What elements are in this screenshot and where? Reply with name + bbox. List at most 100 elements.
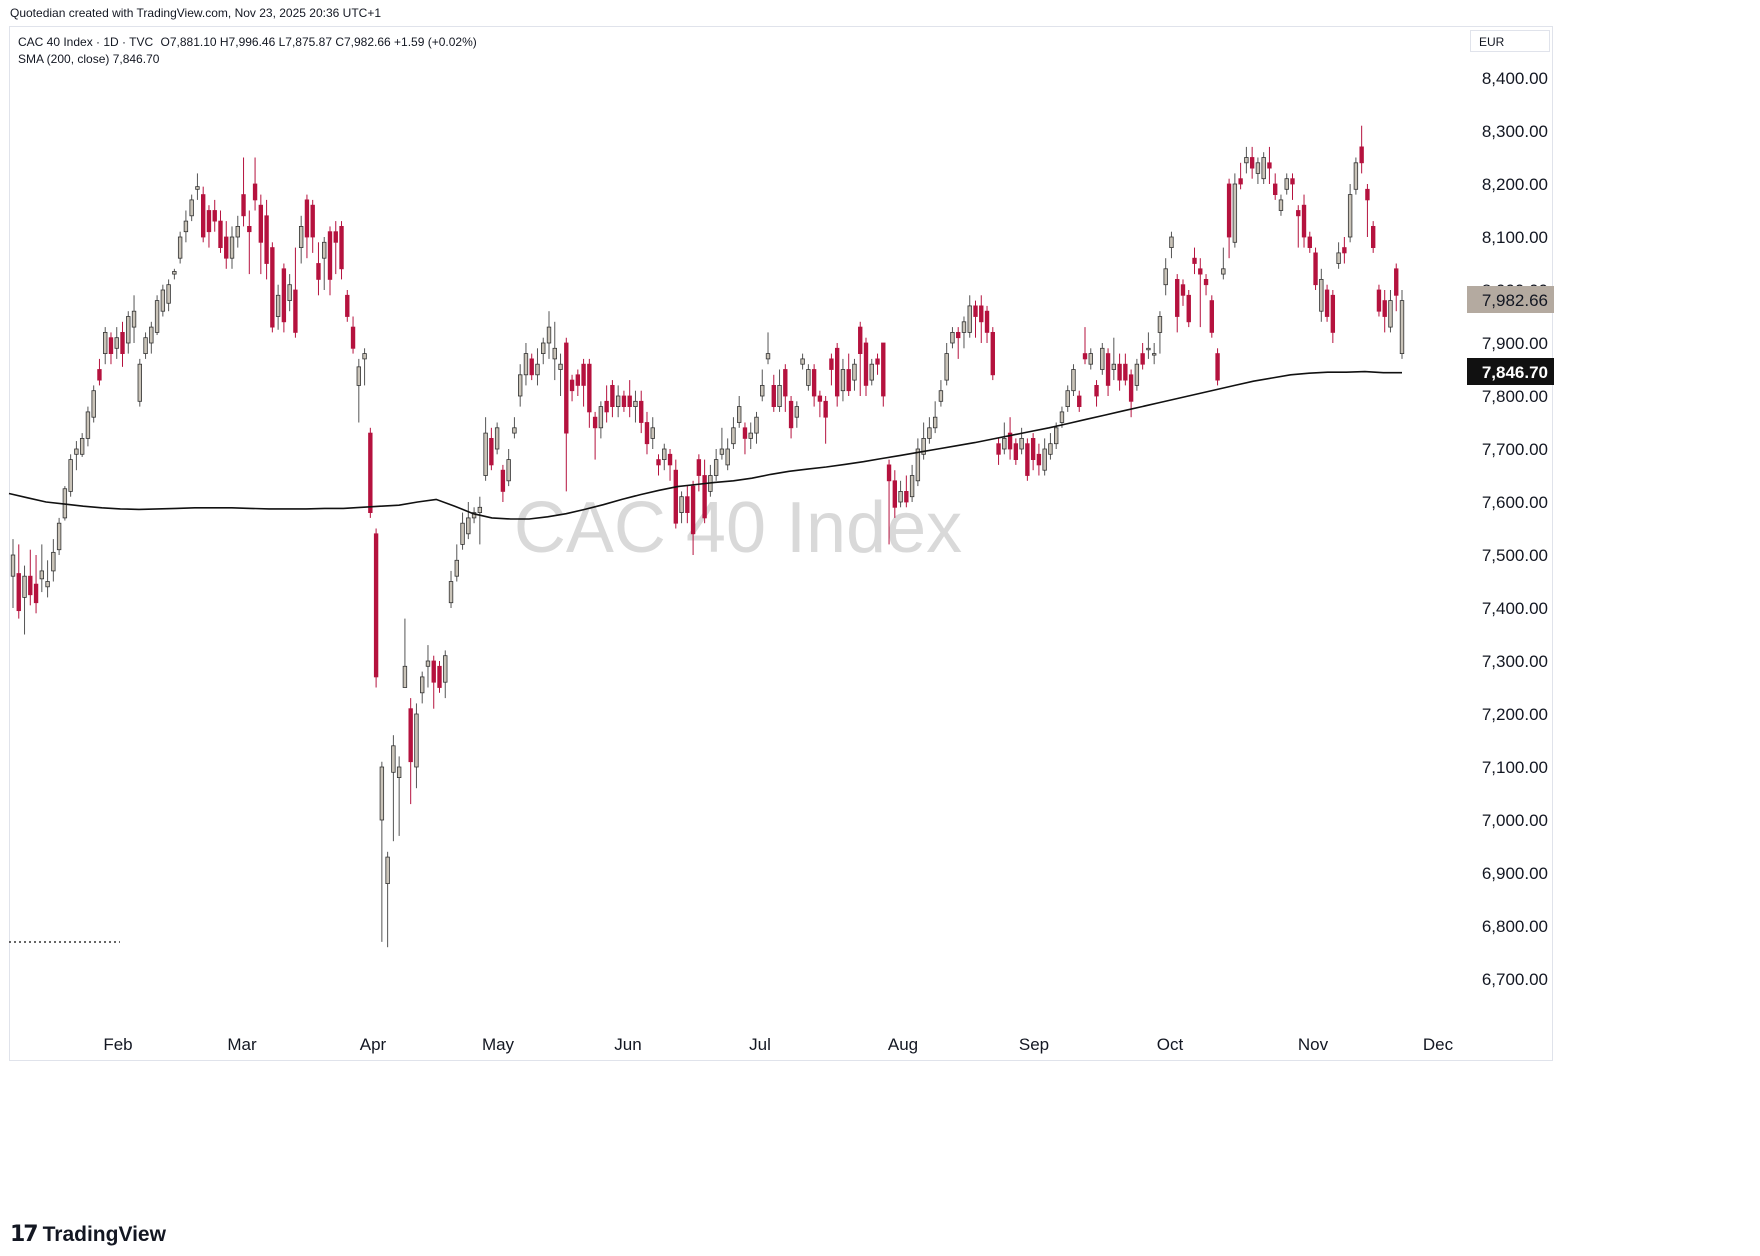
candle[interactable] xyxy=(264,199,269,280)
candle[interactable] xyxy=(79,433,85,457)
candle[interactable] xyxy=(777,369,782,412)
candle[interactable] xyxy=(431,655,436,709)
candle[interactable] xyxy=(731,417,736,449)
candle[interactable] xyxy=(1267,146,1272,184)
candle[interactable] xyxy=(420,671,425,704)
candle[interactable] xyxy=(1140,343,1145,370)
candle[interactable] xyxy=(512,417,517,439)
candle[interactable] xyxy=(558,353,563,396)
candle[interactable] xyxy=(904,475,909,508)
candle[interactable] xyxy=(506,449,511,487)
candle[interactable] xyxy=(892,470,897,518)
candle[interactable] xyxy=(1111,337,1117,381)
candle[interactable] xyxy=(1042,438,1047,476)
candle[interactable] xyxy=(489,427,494,471)
candle[interactable] xyxy=(644,411,650,455)
candle[interactable] xyxy=(1388,290,1393,333)
candle[interactable] xyxy=(615,385,621,418)
candle[interactable] xyxy=(1146,332,1151,359)
candle[interactable] xyxy=(886,459,892,545)
candle[interactable] xyxy=(754,411,759,444)
candle[interactable] xyxy=(713,449,719,481)
candle[interactable] xyxy=(1169,231,1174,259)
candle[interactable] xyxy=(108,332,114,365)
candle[interactable] xyxy=(68,454,73,497)
candle[interactable] xyxy=(610,380,615,418)
candle[interactable] xyxy=(1249,146,1255,179)
candle[interactable] xyxy=(298,215,304,264)
candle[interactable] xyxy=(22,565,27,635)
candle[interactable] xyxy=(927,417,932,444)
candle[interactable] xyxy=(961,316,967,349)
candle[interactable] xyxy=(1261,152,1266,184)
candle[interactable] xyxy=(921,422,926,460)
candle[interactable] xyxy=(1221,247,1226,280)
candle[interactable] xyxy=(143,332,148,359)
candle[interactable] xyxy=(788,396,794,439)
candle[interactable] xyxy=(275,284,281,330)
x-axis[interactable]: Feb Mar Apr May Jun Jul Aug Sep Oct Nov Dec xyxy=(103,1035,1453,1054)
candle[interactable] xyxy=(800,353,805,370)
candle[interactable] xyxy=(33,555,39,614)
candle[interactable] xyxy=(783,364,788,412)
candle[interactable] xyxy=(1290,173,1295,200)
candle[interactable] xyxy=(956,327,961,359)
candle[interactable] xyxy=(252,157,258,211)
candle[interactable] xyxy=(633,390,638,423)
candle[interactable] xyxy=(696,454,702,492)
candle[interactable] xyxy=(944,343,949,386)
candle[interactable] xyxy=(1192,247,1197,275)
candle[interactable] xyxy=(345,290,350,322)
candle[interactable] xyxy=(858,321,863,396)
currency-selector[interactable]: EUR xyxy=(1470,30,1550,52)
candle[interactable] xyxy=(10,539,16,608)
candle[interactable] xyxy=(1036,443,1042,476)
candle[interactable] xyxy=(1198,258,1203,328)
candle[interactable] xyxy=(760,369,765,402)
candle[interactable] xyxy=(74,441,79,471)
candle[interactable] xyxy=(368,427,373,518)
candle[interactable] xyxy=(656,454,661,476)
candle[interactable] xyxy=(460,512,465,550)
candle[interactable] xyxy=(454,544,459,582)
candle[interactable] xyxy=(1048,433,1053,460)
candle[interactable] xyxy=(235,215,240,248)
candle[interactable] xyxy=(391,735,396,842)
candle[interactable] xyxy=(1330,290,1336,343)
candle[interactable] xyxy=(569,374,575,402)
candle[interactable] xyxy=(667,449,673,481)
candle[interactable] xyxy=(898,480,903,508)
candle[interactable] xyxy=(396,756,402,836)
candle[interactable] xyxy=(114,327,119,359)
candle[interactable] xyxy=(950,327,955,349)
candle[interactable] xyxy=(771,374,776,412)
candle[interactable] xyxy=(1180,279,1186,306)
candle[interactable] xyxy=(39,544,45,593)
candle[interactable] xyxy=(869,358,874,386)
candle[interactable] xyxy=(333,221,338,275)
candle[interactable] xyxy=(172,268,177,280)
candle[interactable] xyxy=(996,438,1001,465)
candle[interactable] xyxy=(523,343,529,386)
candle[interactable] xyxy=(1255,157,1261,185)
candle[interactable] xyxy=(1365,184,1370,237)
candle[interactable] xyxy=(316,242,321,296)
candle[interactable] xyxy=(373,528,379,688)
candle[interactable] xyxy=(494,422,500,455)
candle[interactable] xyxy=(1077,390,1082,412)
candle[interactable] xyxy=(627,380,632,418)
candle[interactable] xyxy=(984,305,990,343)
candle[interactable] xyxy=(1071,364,1076,396)
candle[interactable] xyxy=(581,358,586,407)
candle[interactable] xyxy=(1324,284,1330,322)
candle[interactable] xyxy=(466,502,471,540)
candle[interactable] xyxy=(1117,353,1122,391)
candle[interactable] xyxy=(1065,385,1070,412)
y-axis[interactable]: 6,700.00 6,800.00 6,900.00 7,000.00 7,100.00… xyxy=(1482,69,1548,989)
candle[interactable] xyxy=(1151,343,1157,365)
candle[interactable] xyxy=(137,358,142,407)
candle[interactable] xyxy=(356,358,361,423)
candle[interactable] xyxy=(518,364,523,407)
candle[interactable] xyxy=(685,486,690,524)
